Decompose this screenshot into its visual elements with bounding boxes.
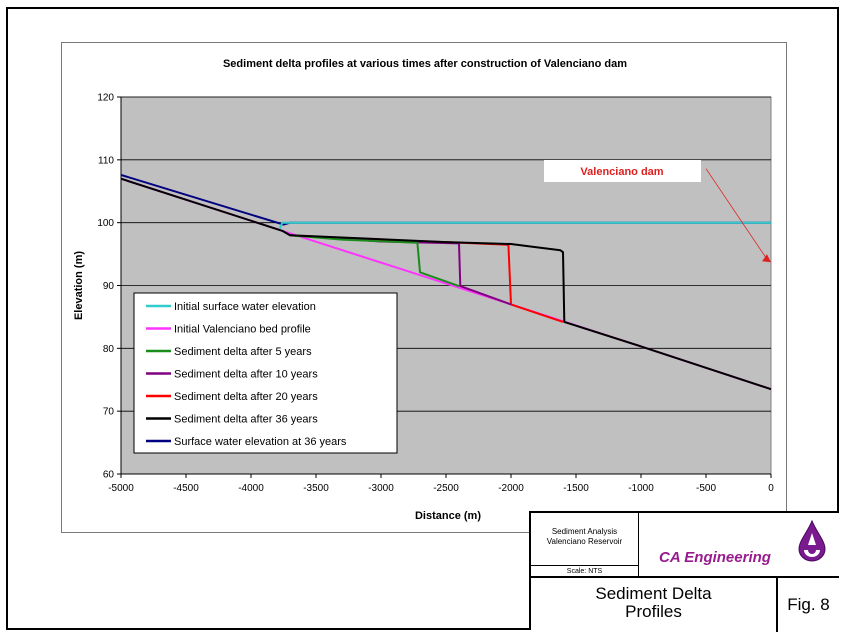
series-line-sediment-delta-after-5-years: [289, 234, 460, 288]
y-tick-label: 100: [97, 218, 114, 229]
project-line-2: Valenciano Reservoir: [546, 537, 623, 546]
annotation-box: [544, 160, 701, 182]
legend-entry: Sediment delta after 20 years: [174, 391, 318, 403]
water-drop-logo-icon: [798, 519, 826, 562]
x-tick-label: -1000: [628, 483, 654, 494]
figure-title-line-2: Profiles: [625, 602, 682, 621]
legend-entry: Initial surface water elevation: [174, 301, 316, 313]
x-tick-label: -2500: [433, 483, 459, 494]
y-tick-label: 120: [97, 93, 114, 104]
chart-title: Sediment delta profiles at various times…: [223, 58, 627, 70]
y-tick-label: 90: [103, 281, 115, 292]
legend-entry: Sediment delta after 10 years: [174, 369, 318, 381]
figure-number: Fig. 8: [787, 595, 830, 614]
scale-label: Scale: NTS: [531, 565, 639, 578]
company-cell: CA Engineering: [639, 513, 839, 578]
company-name: CA Engineering: [659, 549, 771, 566]
chart-area: Sediment delta profiles at various times…: [61, 42, 787, 533]
x-tick-label: -3000: [368, 483, 394, 494]
y-tick-label: 110: [98, 155, 114, 166]
y-axis-label: Elevation (m): [73, 251, 85, 320]
y-tick-label: 60: [103, 470, 115, 481]
project-name: Sediment Analysis Valenciano Reservoir: [531, 513, 639, 565]
y-tick-label: 80: [103, 344, 115, 355]
x-tick-label: -4500: [173, 483, 199, 494]
y-tick-label: 70: [103, 407, 115, 418]
figure-title: Sediment Delta Profiles: [531, 578, 778, 632]
legend-box: [133, 292, 398, 454]
title-block: Sediment Analysis Valenciano Reservoir S…: [529, 511, 839, 632]
x-tick-label: -2000: [498, 483, 524, 494]
legend-entry: Sediment delta after 36 years: [174, 414, 318, 426]
x-tick-label: -500: [696, 483, 716, 494]
figure-title-line-1: Sediment Delta: [595, 584, 712, 603]
legend-entry: Sediment delta after 5 years: [174, 346, 312, 358]
x-tick-label: -1500: [563, 483, 589, 494]
legend-entry: Surface water elevation at 36 years: [174, 436, 347, 448]
x-tick-label: -4000: [238, 483, 264, 494]
series-line-initial-surface-water-elevation: [278, 221, 771, 230]
annotation-label: Valenciano dam: [580, 166, 663, 178]
project-line-1: Sediment Analysis: [551, 527, 618, 536]
x-tick-label: 0: [768, 483, 774, 494]
annotation-arrowhead: [762, 254, 771, 263]
x-tick-label: -5000: [108, 483, 134, 494]
legend-entry: Initial Valenciano bed profile: [174, 324, 311, 336]
annotation-arrow-line: [705, 168, 768, 260]
x-axis-label: Distance (m): [415, 510, 481, 522]
chart-svg: Sediment delta profiles at various times…: [73, 58, 774, 522]
series-line-sediment-delta-after-36-years: [120, 177, 772, 391]
x-tick-label: -3500: [303, 483, 329, 494]
